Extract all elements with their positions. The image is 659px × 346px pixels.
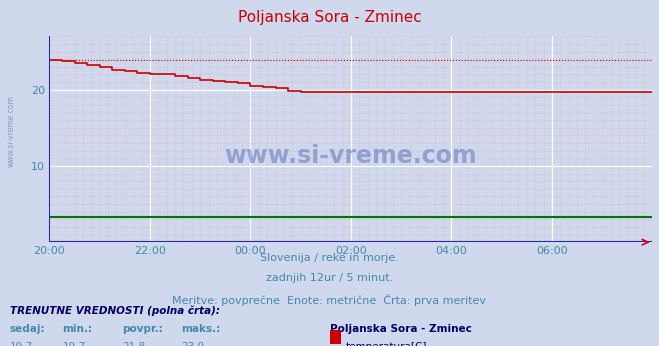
Text: zadnjih 12ur / 5 minut.: zadnjih 12ur / 5 minut. — [266, 273, 393, 283]
Text: temperatura[C]: temperatura[C] — [345, 342, 427, 346]
Text: www.si-vreme.com: www.si-vreme.com — [7, 95, 16, 167]
Text: 19,7: 19,7 — [63, 342, 86, 346]
Text: Slovenija / reke in morje.: Slovenija / reke in morje. — [260, 253, 399, 263]
Text: Meritve: povprečne  Enote: metrične  Črta: prva meritev: Meritve: povprečne Enote: metrične Črta:… — [173, 294, 486, 306]
Text: sedaj:: sedaj: — [10, 324, 45, 334]
Text: 23,9: 23,9 — [181, 342, 204, 346]
Text: Poljanska Sora - Zminec: Poljanska Sora - Zminec — [330, 324, 471, 334]
Text: 19,7: 19,7 — [10, 342, 33, 346]
Text: Poljanska Sora - Zminec: Poljanska Sora - Zminec — [238, 10, 421, 25]
Text: TRENUTNE VREDNOSTI (polna črta):: TRENUTNE VREDNOSTI (polna črta): — [10, 305, 220, 316]
Text: www.si-vreme.com: www.si-vreme.com — [225, 144, 477, 168]
Text: 21,8: 21,8 — [122, 342, 145, 346]
Text: maks.:: maks.: — [181, 324, 221, 334]
Text: povpr.:: povpr.: — [122, 324, 163, 334]
Text: min.:: min.: — [63, 324, 93, 334]
